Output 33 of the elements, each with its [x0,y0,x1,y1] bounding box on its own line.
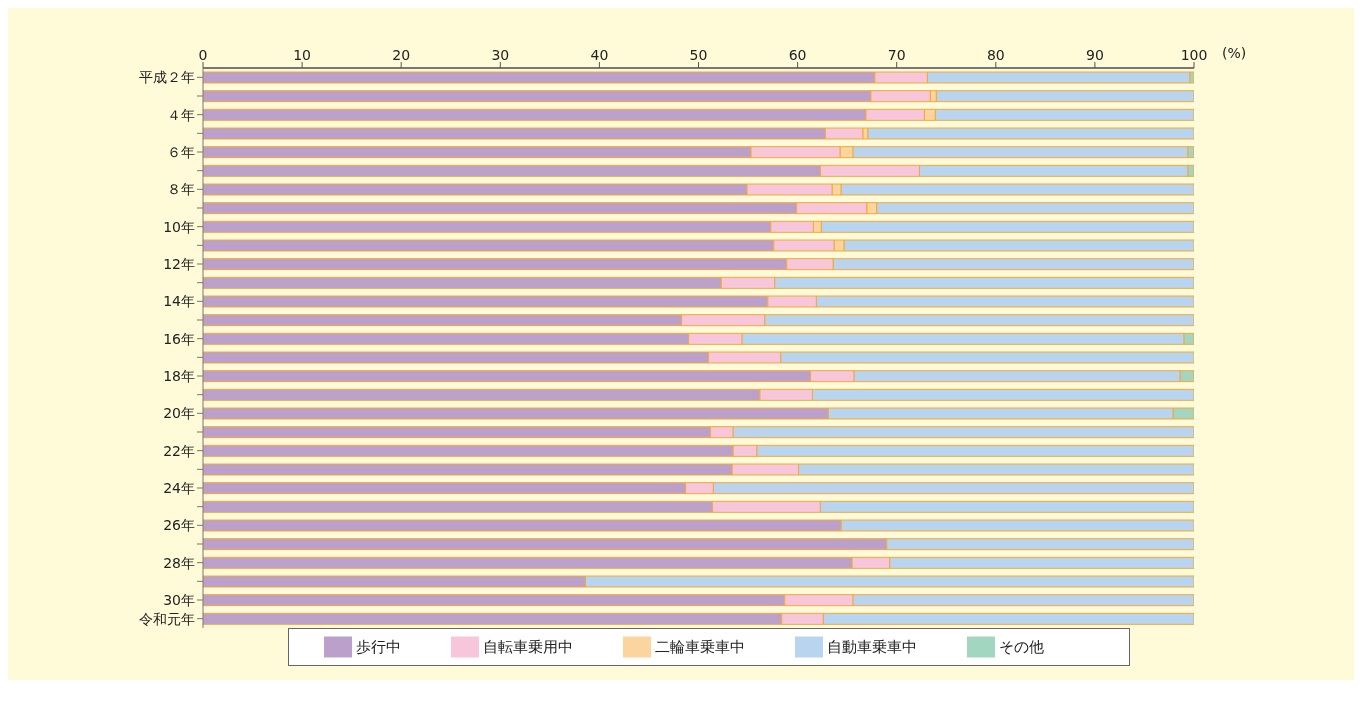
legend-label: 歩行中 [356,637,401,656]
x-tick-label: 70 [887,47,906,63]
y-tick-label: 20年 [163,405,195,422]
x-tick-label: 60 [788,47,807,63]
y-tick-label: 12年 [163,255,195,272]
legend-label: 自転車乗用中 [483,637,573,656]
x-tick-label: 80 [986,47,1005,63]
x-tick-label: 0 [198,47,208,63]
y-tick-label: 14年 [163,293,195,310]
legend-label: その他 [999,637,1044,656]
x-tick-label: 50 [689,47,708,63]
y-tick-label: ４年 [167,106,195,123]
y-tick-label: 10年 [163,218,195,235]
x-axis-title: (%) [1222,44,1247,61]
legend-label: 二輪車乗車中 [655,637,745,656]
y-tick-label: ６年 [167,143,195,160]
x-tick-label: 40 [590,47,609,63]
y-tick-label: 令和元年 [139,610,195,627]
y-tick-label: 24年 [163,479,195,496]
x-tick-label: 30 [491,47,510,63]
y-tick-label: 26年 [163,517,195,534]
y-tick-label: 16年 [163,330,195,347]
y-tick-label: 28年 [163,554,195,571]
legend-label: 自動車乗車中 [827,637,917,656]
y-tick-label: 30年 [163,591,195,608]
x-tick-label: 100 [1180,47,1208,63]
y-tick-label: 22年 [163,442,195,459]
y-tick-label: 平成２年 [139,69,195,86]
y-tick-label: ８年 [167,181,195,198]
x-tick-label: 10 [293,47,312,63]
x-tick-label: 20 [392,47,411,63]
x-tick-label: 90 [1085,47,1104,63]
y-tick-label: 18年 [163,367,195,384]
